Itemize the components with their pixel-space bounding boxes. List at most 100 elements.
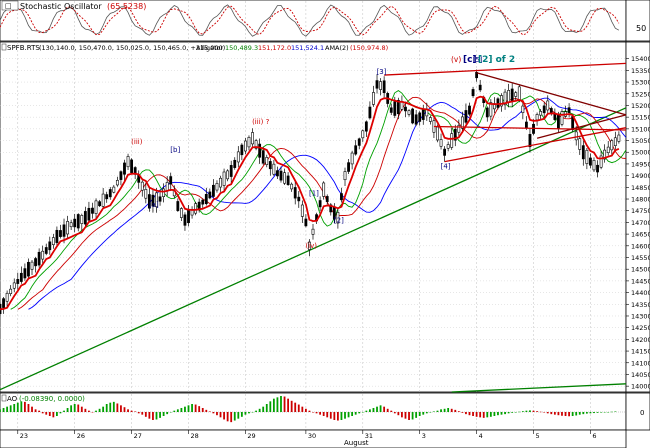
ao-bar — [77, 404, 80, 412]
ao-bar — [205, 409, 208, 412]
ao-bar — [280, 396, 282, 412]
ao-bar — [568, 412, 570, 417]
wave-labels: (iii) [b] [a] (iii) ? [1] [2] (iv) [3] [4] [5] — [131, 56, 483, 250]
ao-bar — [109, 402, 112, 412]
candle-body — [130, 159, 134, 173]
price-tick-label: 15300 — [631, 79, 650, 87]
ao-bar — [351, 412, 354, 416]
ao-bar — [607, 412, 610, 413]
ao-value: (-0.08390, 0.0000) — [19, 395, 85, 403]
candle-body — [226, 170, 230, 180]
candle-body — [222, 171, 226, 186]
candle-body — [179, 208, 183, 218]
candle-body — [460, 116, 464, 129]
candle-body — [197, 201, 201, 209]
ao-bar — [66, 408, 69, 412]
x-tick-label: 29 — [247, 432, 255, 440]
ao-bar — [610, 411, 613, 413]
candle-body — [471, 89, 475, 97]
triangle-upper-line — [476, 72, 627, 116]
wave-label: [1] — [309, 190, 319, 198]
ao-bar — [369, 409, 371, 412]
candle-body — [233, 159, 237, 168]
candle-body — [91, 207, 94, 214]
ao-bar — [354, 412, 357, 415]
price-tick-label: 14050 — [631, 371, 650, 379]
candle-body — [539, 111, 543, 116]
price-tick-label: 14950 — [631, 160, 650, 168]
ama-value: (150,974.8) — [350, 44, 388, 52]
candle-body — [94, 200, 98, 214]
ao-name: AO — [7, 395, 18, 403]
candle-body — [112, 186, 116, 193]
price-tick-label: 14600 — [631, 242, 650, 250]
ao-bar — [525, 410, 528, 412]
price-tick-label: 15150 — [631, 114, 650, 122]
ao-bar — [376, 406, 378, 412]
ohlc-label: (130,140.0, 150,470.0, 150,025.0, 150,46… — [39, 44, 225, 52]
ao-bar — [308, 410, 311, 412]
candle-body — [393, 101, 397, 116]
candle-body — [115, 180, 119, 186]
ao-bar — [116, 403, 119, 412]
candle-body — [596, 164, 599, 173]
ao-bar — [63, 410, 65, 412]
ao-bar — [425, 412, 428, 414]
candle-body — [468, 105, 471, 115]
ao-bar — [433, 411, 435, 412]
ao-bar — [361, 412, 364, 413]
x-tick-label: 28 — [191, 432, 199, 440]
svg-text:0: 0 — [640, 409, 644, 417]
ao-bar — [326, 412, 329, 418]
candle-body — [55, 229, 59, 243]
x-tick-label: 5 — [536, 432, 540, 440]
wave-label: [3] — [377, 68, 387, 76]
ao-bar — [415, 412, 418, 418]
ao-bar — [276, 397, 279, 412]
ao-bar — [187, 405, 190, 412]
ao-bar — [0, 409, 1, 412]
ao-bar — [561, 412, 563, 416]
ao-bar — [16, 402, 19, 412]
ao-bar — [397, 412, 400, 416]
candle-body — [140, 181, 144, 191]
ao-bar — [429, 412, 432, 413]
ao-bar — [56, 412, 58, 416]
candle-body — [567, 107, 571, 113]
candle-body — [517, 86, 521, 101]
ao-bar — [237, 412, 240, 419]
ao-bar — [80, 406, 83, 412]
ao-bar — [593, 412, 595, 414]
ao-bar — [162, 412, 165, 416]
candle-body — [361, 130, 365, 139]
ao-bar — [244, 412, 247, 415]
ao-bar — [290, 400, 293, 412]
ao-bar — [404, 412, 407, 419]
ao-bar — [585, 412, 588, 414]
candle-body — [343, 171, 347, 181]
candle-body — [574, 131, 578, 141]
candle-body — [418, 112, 422, 122]
ao-bar — [88, 410, 90, 412]
triangle-mid-line — [433, 125, 627, 131]
ao-bar — [489, 412, 492, 417]
candle-body — [464, 110, 468, 123]
ao-bar — [166, 412, 169, 415]
candle-body — [123, 162, 126, 175]
candle-body — [87, 207, 91, 221]
ao-bar — [169, 412, 172, 413]
x-tick-label: 3 — [422, 432, 426, 440]
candle-body — [606, 146, 610, 154]
ao-bar — [180, 408, 183, 412]
ao-bar — [130, 410, 133, 412]
ao-bar — [258, 408, 261, 412]
candle-body — [261, 150, 265, 164]
ao-bar — [248, 412, 250, 414]
x-axis: August 23 26 27 28 29 30 31 3 4 5 6 — [0, 429, 627, 448]
ao-bar — [511, 412, 514, 413]
ao-bar — [23, 401, 26, 412]
alligator-lips-line — [10, 90, 627, 310]
ao-bar — [418, 412, 421, 416]
price-tick-label: 14500 — [631, 266, 650, 274]
